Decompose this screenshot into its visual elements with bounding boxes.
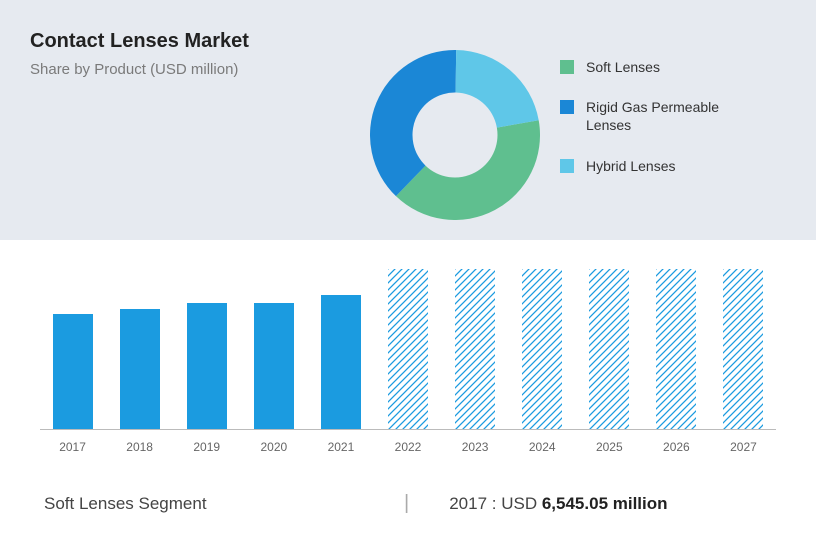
top-panel: Contact Lenses Market Share by Product (… <box>0 0 816 240</box>
legend-item: Hybrid Lenses <box>560 157 786 175</box>
x-axis-label: 2027 <box>719 440 768 454</box>
legend-swatch <box>560 100 574 114</box>
footer-year: 2017 <box>449 494 487 513</box>
footer-value: 2017 : USD 6,545.05 million <box>449 494 667 514</box>
bar <box>455 269 495 429</box>
bar-column <box>182 303 231 429</box>
bar <box>321 295 361 429</box>
x-axis-label: 2024 <box>518 440 567 454</box>
donut-slice <box>456 50 539 128</box>
legend: Soft Lenses Rigid Gas Permeable Lenses Hyb… <box>560 30 786 240</box>
legend-label: Hybrid Lenses <box>586 157 676 175</box>
chart-subtitle: Share by Product (USD million) <box>30 61 350 78</box>
footer-currency: USD <box>501 494 537 513</box>
bar <box>254 303 294 429</box>
x-axis-label: 2025 <box>585 440 634 454</box>
footer: Soft Lenses Segment | 2017 : USD 6,545.0… <box>0 464 816 543</box>
bar <box>589 269 629 429</box>
bar-column <box>249 303 298 429</box>
bar <box>53 314 93 429</box>
bar-column <box>518 269 567 429</box>
bar <box>120 309 160 429</box>
bar <box>522 269 562 429</box>
bar-column <box>115 309 164 429</box>
bar <box>656 269 696 429</box>
x-axis-label: 2026 <box>652 440 701 454</box>
legend-label: Soft Lenses <box>586 58 660 76</box>
x-axis-label: 2017 <box>48 440 97 454</box>
bar <box>723 269 763 429</box>
bar-column <box>451 269 500 429</box>
legend-swatch <box>560 159 574 173</box>
bar <box>187 303 227 429</box>
x-axis-label: 2018 <box>115 440 164 454</box>
bar-column <box>383 269 432 429</box>
bar-column <box>719 269 768 429</box>
separator: | <box>404 492 409 515</box>
footer-amount: 6,545.05 million <box>542 494 668 513</box>
x-axis-label: 2023 <box>451 440 500 454</box>
legend-item: Soft Lenses <box>560 58 786 76</box>
bar-chart: 2017 2018 2019 2020 2021 2022 2023 2024 2025 2026… <box>0 240 816 464</box>
bar-column <box>316 295 365 429</box>
chart-title: Contact Lenses Market <box>30 30 350 53</box>
segment-label: Soft Lenses Segment <box>44 494 404 514</box>
bar-column <box>48 314 97 429</box>
bar <box>388 269 428 429</box>
x-axis-label: 2020 <box>249 440 298 454</box>
bar-column <box>652 269 701 429</box>
donut-chart <box>350 30 560 240</box>
x-axis-label: 2021 <box>316 440 365 454</box>
legend-label: Rigid Gas Permeable Lenses <box>586 98 746 134</box>
bar-column <box>585 269 634 429</box>
legend-swatch <box>560 60 574 74</box>
donut-slice <box>370 50 456 196</box>
legend-item: Rigid Gas Permeable Lenses <box>560 98 786 134</box>
x-axis-label: 2022 <box>383 440 432 454</box>
title-block: Contact Lenses Market Share by Product (… <box>30 30 350 240</box>
x-axis-label: 2019 <box>182 440 231 454</box>
